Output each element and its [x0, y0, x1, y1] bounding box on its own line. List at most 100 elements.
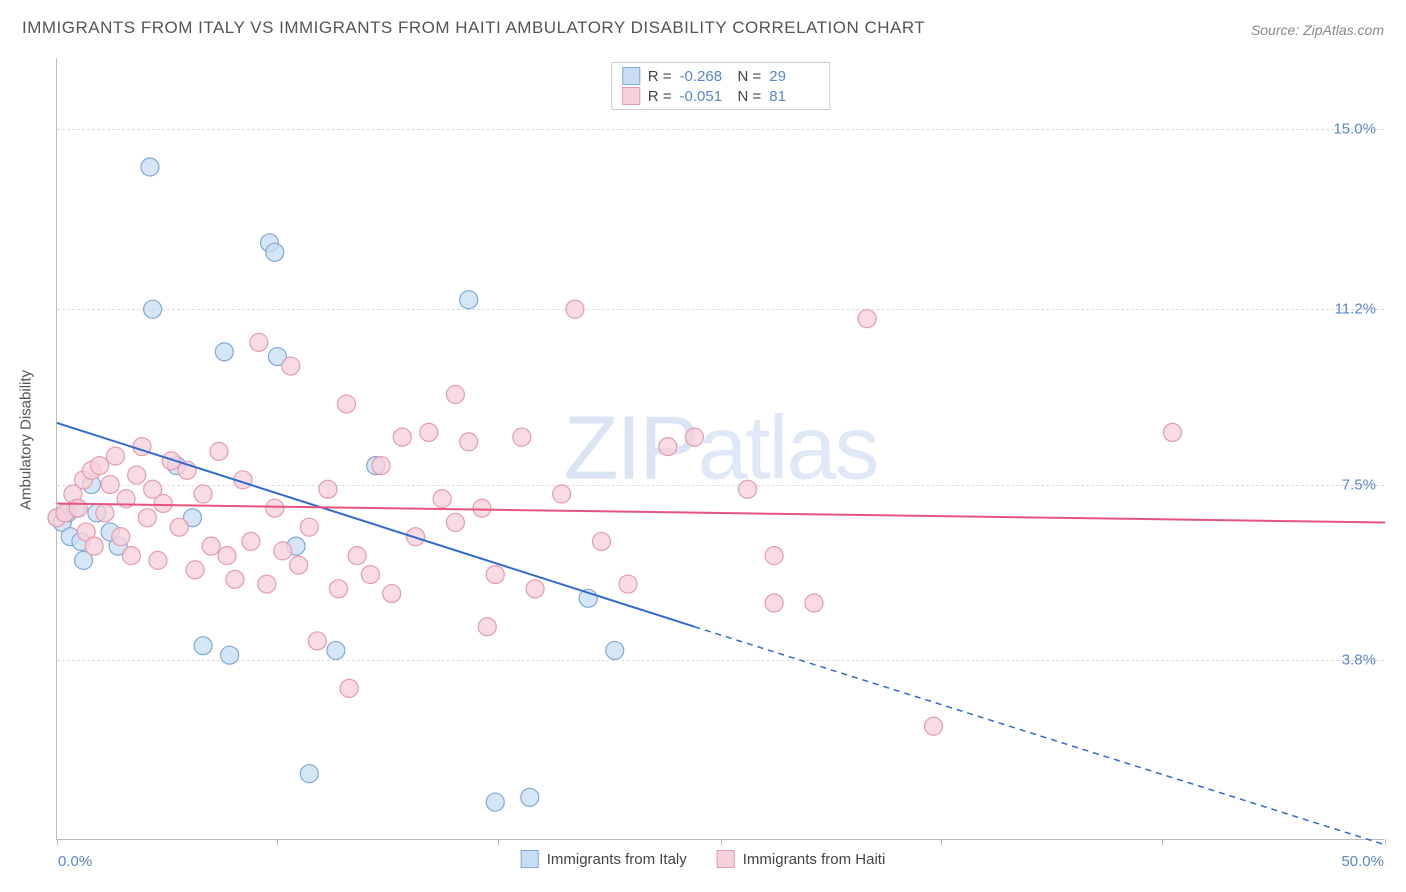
- data-point: [393, 428, 411, 446]
- legend-r-value: -0.268: [680, 68, 730, 85]
- data-point: [858, 310, 876, 328]
- scatter-chart: [57, 58, 1384, 839]
- data-point: [128, 466, 146, 484]
- trend-line: [57, 504, 1385, 523]
- data-point: [186, 561, 204, 579]
- x-tick-mark: [941, 839, 942, 845]
- data-point: [138, 509, 156, 527]
- data-point: [218, 547, 236, 565]
- data-point: [592, 532, 610, 550]
- data-point: [290, 556, 308, 574]
- legend-label: Immigrants from Italy: [547, 851, 687, 868]
- data-point: [101, 476, 119, 494]
- data-point: [96, 504, 114, 522]
- data-point: [619, 575, 637, 593]
- legend-swatch: [717, 850, 735, 868]
- chart-title: IMMIGRANTS FROM ITALY VS IMMIGRANTS FROM…: [22, 18, 925, 38]
- x-tick-mark: [1385, 839, 1386, 845]
- data-point: [170, 518, 188, 536]
- data-point: [250, 333, 268, 351]
- data-point: [266, 243, 284, 261]
- data-point: [300, 765, 318, 783]
- x-tick-mark: [721, 839, 722, 845]
- data-point: [144, 300, 162, 318]
- data-point: [330, 580, 348, 598]
- data-point: [446, 513, 464, 531]
- data-point: [446, 385, 464, 403]
- data-point: [606, 641, 624, 659]
- data-point: [112, 528, 130, 546]
- legend-n-label: N =: [738, 68, 762, 85]
- data-point: [85, 537, 103, 555]
- data-point: [361, 566, 379, 584]
- correlation-legend: R =-0.268N =29R =-0.051N =81: [611, 62, 831, 110]
- legend-row: R = -0.051 N = 81: [622, 87, 820, 105]
- data-point: [521, 788, 539, 806]
- data-point: [685, 428, 703, 446]
- legend-r-label: R =: [648, 68, 672, 85]
- data-point: [226, 570, 244, 588]
- data-point: [383, 585, 401, 603]
- x-tick-mark: [498, 839, 499, 845]
- y-tick-label: 3.8%: [1342, 651, 1376, 668]
- data-point: [308, 632, 326, 650]
- data-point: [300, 518, 318, 536]
- data-point: [221, 646, 239, 664]
- data-point: [553, 485, 571, 503]
- data-point: [739, 480, 757, 498]
- legend-swatch: [622, 67, 640, 85]
- chart-plot-area: ZIPatlas R =-0.268N =29R =-0.051N =81: [56, 58, 1384, 840]
- data-point: [258, 575, 276, 593]
- data-point: [106, 447, 124, 465]
- data-point: [202, 537, 220, 555]
- data-point: [420, 423, 438, 441]
- legend-label: Immigrants from Haiti: [743, 851, 886, 868]
- data-point: [69, 499, 87, 517]
- data-point: [348, 547, 366, 565]
- data-point: [242, 532, 260, 550]
- source-attribution: Source: ZipAtlas.com: [1251, 22, 1384, 38]
- data-point: [659, 438, 677, 456]
- x-tick-mark: [1162, 839, 1163, 845]
- data-point: [513, 428, 531, 446]
- data-point: [141, 158, 159, 176]
- legend-swatch: [521, 850, 539, 868]
- legend-row: R =-0.268N =29: [622, 67, 820, 85]
- series-legend: Immigrants from Italy Immigrants from Hai…: [521, 850, 886, 868]
- data-point: [478, 618, 496, 636]
- y-tick-label: 7.5%: [1342, 476, 1376, 493]
- legend-r-value: -0.051: [680, 88, 730, 105]
- x-tick-mark: [277, 839, 278, 845]
- data-point: [460, 433, 478, 451]
- data-point: [765, 594, 783, 612]
- y-tick-label: 11.2%: [1335, 301, 1376, 318]
- data-point: [327, 641, 345, 659]
- x-axis-min-label: 0.0%: [58, 853, 92, 870]
- trend-line-extrapolated: [694, 627, 1385, 845]
- data-point: [338, 395, 356, 413]
- x-axis-max-label: 50.0%: [1341, 853, 1384, 870]
- data-point: [433, 490, 451, 508]
- legend-r-label: R =: [648, 88, 672, 105]
- data-point: [154, 495, 172, 513]
- data-point: [765, 547, 783, 565]
- data-point: [486, 793, 504, 811]
- data-point: [319, 480, 337, 498]
- legend-n-label: N =: [738, 88, 762, 105]
- legend-n-value: 81: [769, 88, 819, 105]
- data-point: [266, 499, 284, 517]
- data-point: [149, 551, 167, 569]
- data-point: [1164, 423, 1182, 441]
- data-point: [215, 343, 233, 361]
- data-point: [805, 594, 823, 612]
- legend-swatch: [622, 87, 640, 105]
- data-point: [194, 637, 212, 655]
- data-point: [566, 300, 584, 318]
- y-axis-label: Ambulatory Disability: [18, 370, 35, 510]
- legend-item: Immigrants from Italy: [521, 850, 687, 868]
- data-point: [924, 717, 942, 735]
- y-tick-label: 15.0%: [1333, 121, 1376, 138]
- data-point: [526, 580, 544, 598]
- data-point: [90, 457, 108, 475]
- x-tick-mark: [57, 839, 58, 845]
